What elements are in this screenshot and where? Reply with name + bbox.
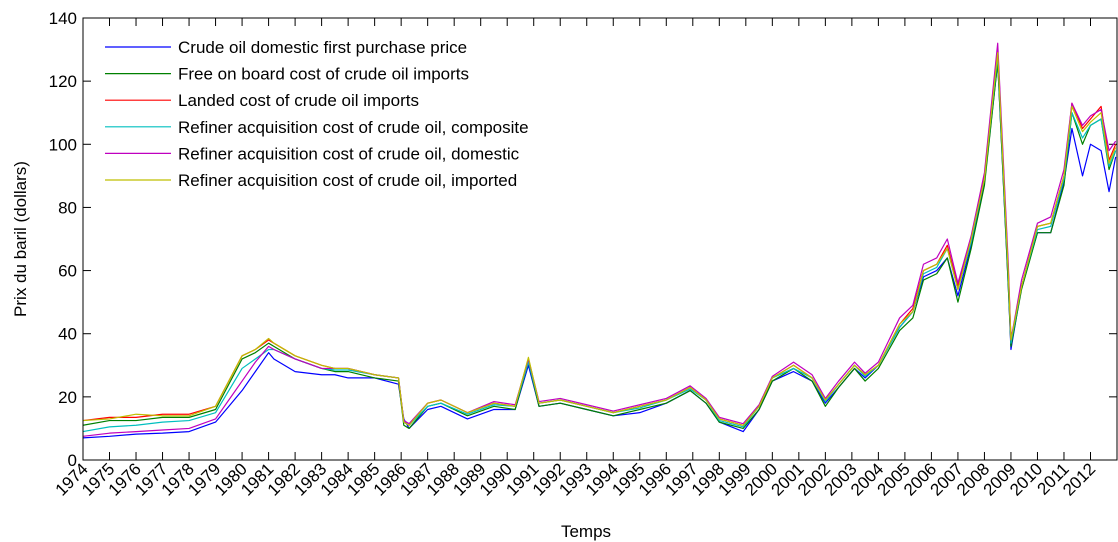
legend-label: Refiner acquisition cost of crude oil, i… <box>178 171 517 190</box>
y-tick-label: 100 <box>49 135 77 154</box>
legend-label: Free on board cost of crude oil imports <box>178 65 469 84</box>
series-line <box>82 55 1117 433</box>
y-tick-label: 140 <box>49 9 77 28</box>
legend-label: Refiner acquisition cost of crude oil, d… <box>178 144 520 163</box>
y-tick-label: 80 <box>58 198 77 217</box>
y-tick-label: 40 <box>58 325 77 344</box>
plot-frame <box>82 17 1118 461</box>
legend-label: Crude oil domestic first purchase price <box>178 38 467 57</box>
x-axis-label: Temps <box>561 522 611 541</box>
y-tick-label: 0 <box>68 451 77 470</box>
legend-label: Refiner acquisition cost of crude oil, c… <box>178 118 529 137</box>
y-axis-label: Prix du baril (dollars) <box>11 161 30 317</box>
y-tick-label: 120 <box>49 72 77 91</box>
series-line <box>82 52 1117 426</box>
y-tick-label: 60 <box>58 262 77 281</box>
y-tick-label: 20 <box>58 388 77 407</box>
legend-label: Landed cost of crude oil imports <box>178 91 419 110</box>
